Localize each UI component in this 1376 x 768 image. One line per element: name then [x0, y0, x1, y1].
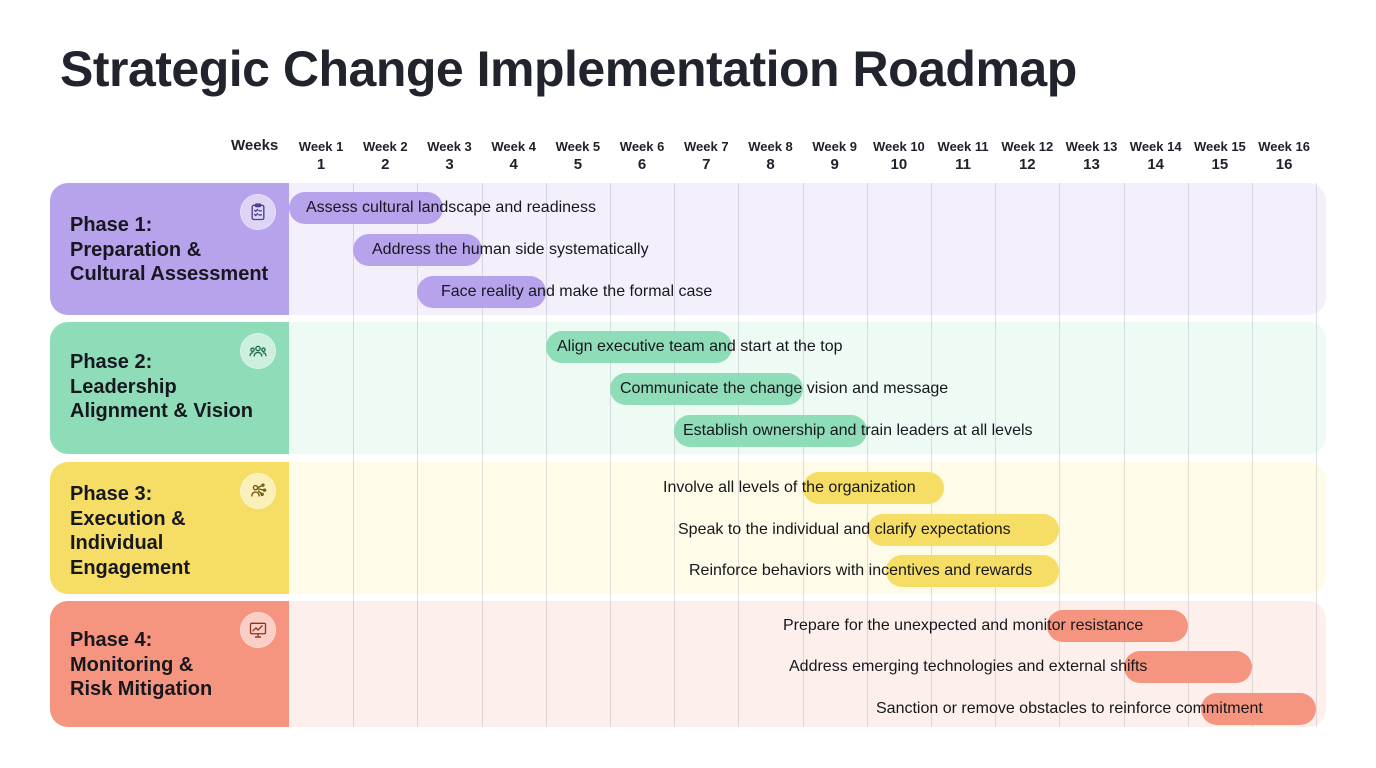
week-number: 15 — [1211, 156, 1229, 173]
week-number: 7 — [702, 156, 711, 173]
week-label: Week 3 — [427, 139, 472, 154]
week-label: Week 5 — [555, 139, 601, 154]
week-label: Week 12 — [1001, 139, 1054, 154]
team-icon — [241, 334, 275, 368]
week-label: Week 15 — [1193, 139, 1246, 154]
week-label: Week 7 — [684, 139, 729, 154]
week-number: 2 — [381, 156, 390, 173]
week-number: 3 — [445, 156, 454, 173]
week-label: Week 6 — [619, 139, 665, 154]
phase-band-1: Phase 1: Preparation & Cultural Assessme… — [50, 183, 1326, 315]
week-label: Week 10 — [872, 139, 925, 154]
phase-name: Phase 4: Monitoring & Risk Mitigation — [70, 629, 213, 700]
weeks-axis-label: Weeks — [231, 137, 279, 154]
phase-name: Phase 2: Leadership Alignment & Vision — [70, 351, 253, 422]
week-label: Week 16 — [1258, 139, 1310, 154]
week-header-15: Week 15 15 — [1187, 138, 1253, 174]
week-label: Week 8 — [748, 139, 793, 154]
person-network-icon — [241, 474, 275, 508]
week-header-1: Week 1 1 — [288, 138, 354, 174]
week-label: Week 9 — [812, 139, 857, 154]
week-header-12: Week 12 12 — [994, 138, 1060, 174]
phase-band-3: Phase 3: Execution & Individual Engageme… — [50, 462, 1326, 594]
week-header-16: Week 16 16 — [1251, 138, 1317, 174]
week-header-13: Week 13 13 — [1059, 138, 1125, 174]
week-header-10: Week 10 10 — [866, 138, 932, 174]
week-number: 4 — [509, 156, 518, 173]
phase-band-4: Phase 4: Monitoring & Risk Mitigation — [50, 601, 1326, 727]
week-header-11: Week 11 11 — [930, 138, 996, 174]
week-number: 13 — [1083, 156, 1100, 173]
phase-label-block: Phase 4: Monitoring & Risk Mitigation — [50, 601, 289, 727]
phase-label-block: Phase 2: Leadership Alignment & Vision — [50, 322, 289, 454]
phase-label-block: Phase 1: Preparation & Cultural Assessme… — [50, 183, 289, 315]
week-header-5: Week 5 5 — [545, 138, 611, 174]
week-number: 8 — [766, 156, 775, 173]
week-label: Week 2 — [363, 139, 408, 154]
week-label: Week 4 — [491, 139, 536, 154]
phase-band-2: Phase 2: Leadership Alignment & Vision — [50, 322, 1326, 454]
week-number: 11 — [955, 156, 972, 173]
week-header-3: Week 3 3 — [417, 138, 483, 174]
phase-label-block: Phase 3: Execution & Individual Engageme… — [50, 462, 289, 594]
week-label: Week 13 — [1065, 139, 1118, 154]
week-label: Week 1 — [298, 139, 344, 154]
phase-name: Phase 3: Execution & Individual Engageme… — [70, 483, 191, 579]
week-header-4: Week 4 4 — [481, 138, 547, 174]
week-label: Week 14 — [1129, 139, 1182, 154]
week-number: 10 — [890, 156, 908, 173]
monitor-chart-icon — [241, 613, 275, 647]
week-number: 12 — [1018, 156, 1036, 173]
week-number: 6 — [637, 156, 647, 173]
page-title: Strategic Change Implementation Roadmap — [60, 41, 1077, 97]
week-label: Week 11 — [937, 139, 989, 154]
week-header-14: Week 14 14 — [1123, 138, 1189, 174]
week-header-6: Week 6 6 — [609, 138, 675, 174]
week-header-7: Week 7 7 — [673, 138, 739, 174]
week-number: 16 — [1275, 156, 1293, 173]
clipboard-checklist-icon — [241, 195, 275, 229]
phase-name: Phase 1: Preparation & Cultural Assessme… — [70, 214, 269, 285]
week-number: 5 — [573, 156, 583, 173]
week-header-9: Week 9 9 — [802, 138, 868, 174]
week-number: 14 — [1147, 156, 1165, 173]
week-number: 9 — [830, 156, 839, 173]
week-header-8: Week 8 8 — [738, 138, 804, 174]
week-number: 1 — [316, 156, 326, 173]
week-header-2: Week 2 2 — [352, 138, 418, 174]
